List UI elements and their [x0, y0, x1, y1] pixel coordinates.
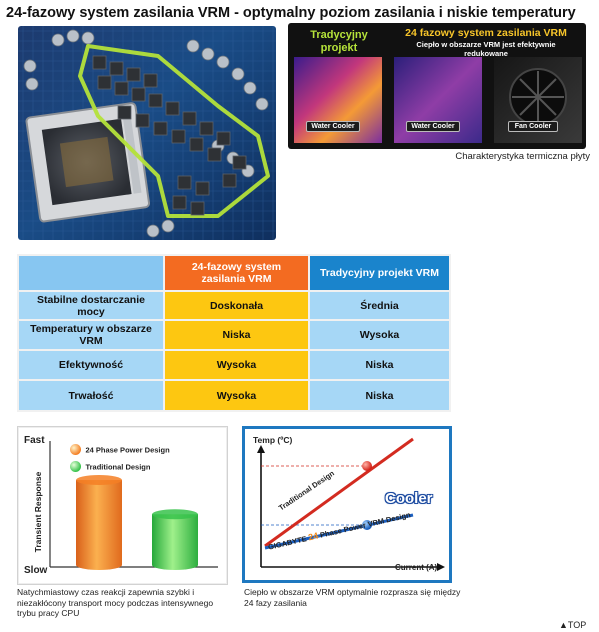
cell-24-phase: Wysoka	[165, 381, 308, 410]
table-header-traditional: Tradycyjny projekt VRM	[310, 256, 449, 290]
gigabyte-point	[362, 520, 372, 530]
legend-item-24-phase: 24 Phase Power Design	[70, 441, 170, 459]
transient-response-svg	[49, 441, 218, 570]
page-title: 24-fazowy system zasilania VRM - optymal…	[6, 5, 576, 21]
table-row: Temperatury w obszarze VRM Niska Wysoka	[19, 321, 449, 349]
thermal-label-3: Fan Cooler	[508, 121, 558, 132]
cell-traditional: Niska	[310, 381, 449, 410]
legend-swatch-orange	[70, 444, 81, 456]
legend-label-24-phase: 24 Phase Power Design	[85, 445, 170, 455]
y-bottom-label: Slow	[24, 565, 48, 576]
cell-24-phase: Wysoka	[165, 351, 308, 379]
thermal-label-2: Water Cooler	[406, 121, 460, 132]
vrm-subheading: Ciepło w obszarze VRM jest efektywnie re…	[416, 40, 556, 58]
cell-24-phase: Doskonała	[165, 292, 308, 319]
x-axis-label: Current (A)	[395, 563, 438, 572]
traditional-line	[264, 437, 414, 548]
vrm-heading: 24 fazowy system zasilania VRM	[405, 27, 567, 39]
vrm-comparison-table: 24-fazowy system zasilania VRM Tradycyjn…	[17, 254, 451, 412]
row-label: Temperatury w obszarze VRM	[19, 321, 163, 349]
x-axis-arrow	[437, 563, 445, 571]
cylinder-traditional	[152, 509, 198, 570]
cell-traditional: Wysoka	[310, 321, 449, 349]
table-row: Efektywność Wysoka Niska	[19, 351, 449, 379]
motherboard-illustration	[18, 26, 276, 240]
chart2-caption: Ciepło w obszarze VRM optymalnie rozpras…	[244, 587, 461, 608]
temperature-current-chart: Temp (ºC) Current (A) Traditional Design…	[242, 426, 452, 583]
cooler-label: Cooler	[385, 490, 433, 507]
cell-traditional: Średnia	[310, 292, 449, 319]
legend-swatch-green	[70, 461, 81, 473]
table-header-24-phase: 24-fazowy system zasilania VRM	[165, 256, 308, 290]
y-axis-label: Temp (ºC)	[253, 435, 293, 445]
table-row: Stabilne dostarczanie mocy Doskonała Śre…	[19, 292, 449, 319]
cell-traditional: Niska	[310, 351, 449, 379]
legend-label-traditional: Traditional Design	[85, 462, 151, 472]
y-axis-label: Transient Response	[33, 471, 43, 553]
traditional-heading: Tradycyjny projekt	[310, 29, 368, 54]
thermal-label-1: Water Cooler	[306, 121, 360, 132]
table-row: Trwałość Wysoka Niska	[19, 381, 449, 410]
cell-24-phase: Niska	[165, 321, 308, 349]
temperature-current-svg	[257, 437, 445, 571]
motherboard-photo	[18, 26, 276, 240]
traditional-point	[362, 461, 372, 471]
cylinder-24-phase	[76, 475, 122, 570]
chart1-caption: Natychmiastowy czas reakcji zapewnia szy…	[17, 587, 214, 618]
back-to-top-link[interactable]: ▲TOP	[559, 620, 587, 630]
table-header-blank	[19, 256, 163, 290]
y-axis-arrow	[257, 445, 265, 453]
row-label: Trwałość	[19, 381, 163, 410]
gigabyte-line	[264, 513, 414, 550]
transient-response-chart: Fast Slow Transient Response 24 Phase Po…	[17, 426, 228, 585]
thermal-caption: Charakterystyka termiczna płyty	[455, 151, 590, 162]
thermal-comparison-panel: Tradycyjny projekt 24 fazowy system zasi…	[288, 23, 586, 149]
row-label: Stabilne dostarczanie mocy	[19, 292, 163, 319]
row-label: Efektywność	[19, 351, 163, 379]
y-top-label: Fast	[24, 435, 45, 446]
legend-item-traditional: Traditional Design	[70, 458, 150, 476]
